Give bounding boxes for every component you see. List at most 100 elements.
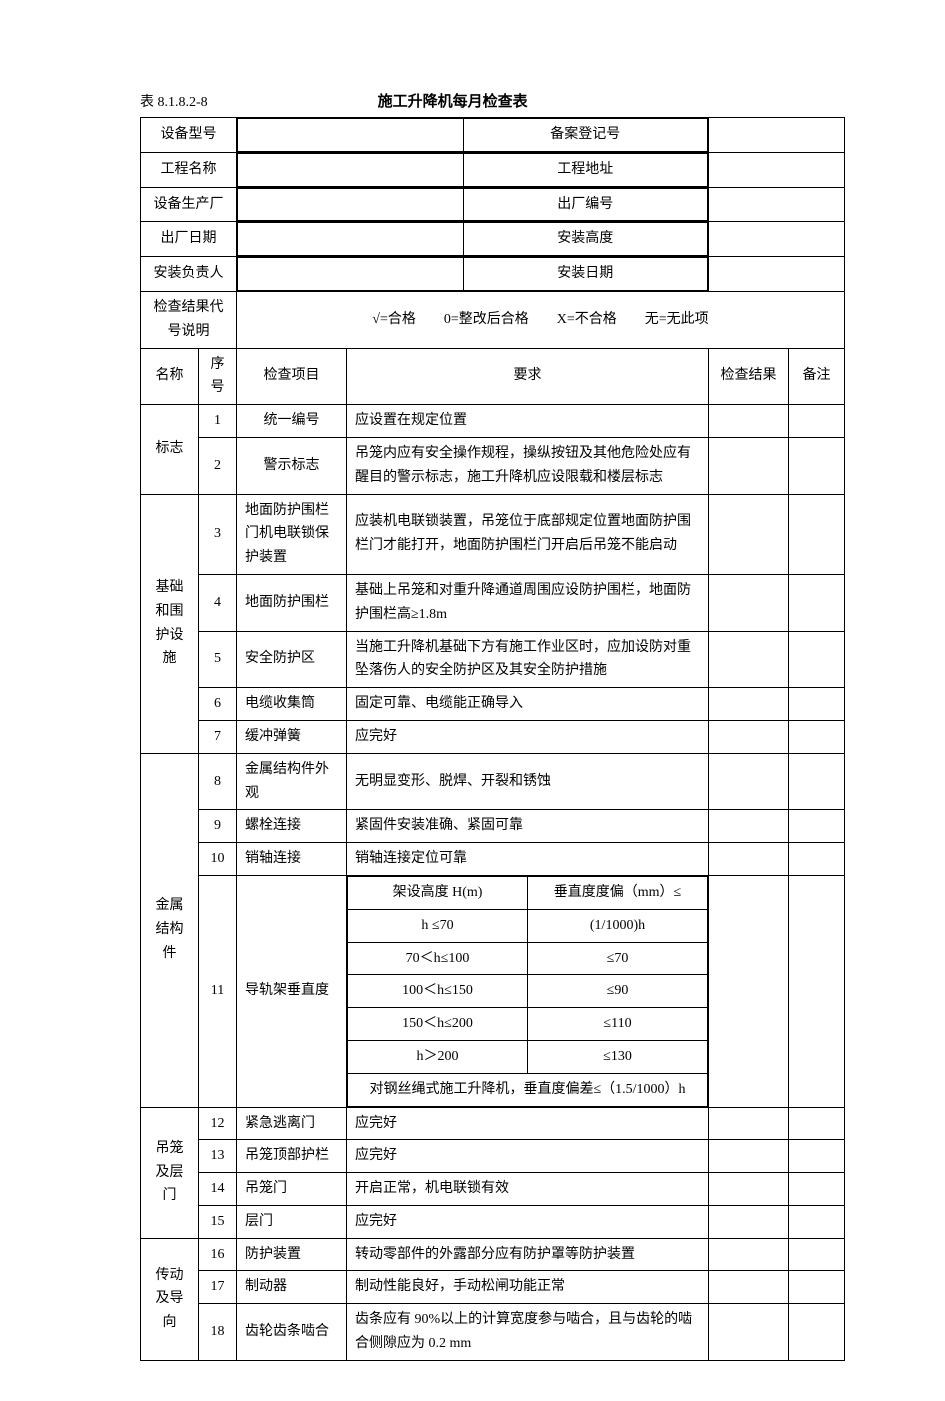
req: 应完好: [347, 1107, 709, 1140]
vert-b: ≤70: [528, 942, 708, 975]
info-value: [238, 188, 464, 221]
item: 齿轮齿条啮合: [237, 1304, 347, 1361]
info-row: 设备生产厂 出厂编号: [141, 187, 845, 222]
col-item-header: 检查项目: [237, 348, 347, 405]
result-cell: [709, 631, 789, 688]
seq: 7: [199, 720, 237, 753]
table-number: 表 8.1.8.2-8: [140, 91, 208, 111]
section-name: 传动及导向: [141, 1238, 199, 1360]
table-row: 4 地面防护围栏 基础上吊笼和对重升降通道周围应设防护围栏，地面防护围栏高≥1.…: [141, 574, 845, 631]
table-row: 传动及导向 16 防护装置 转动零部件的外露部分应有防护罩等防护装置: [141, 1238, 845, 1271]
req: 固定可靠、电缆能正确导入: [347, 688, 709, 721]
result-cell: [709, 875, 789, 1107]
remark-cell: [789, 1271, 845, 1304]
seq: 4: [199, 574, 237, 631]
remark-cell: [789, 688, 845, 721]
info-value: [238, 258, 464, 291]
remark-cell: [789, 843, 845, 876]
info-row: 安装负责人 安装日期: [141, 257, 845, 292]
remark-cell: [789, 405, 845, 438]
table-row: 13 吊笼顶部护栏 应完好: [141, 1140, 845, 1173]
table-row: 6 电缆收集筒 固定可靠、电缆能正确导入: [141, 688, 845, 721]
req: 紧固件安装准确、紧固可靠: [347, 810, 709, 843]
item: 缓冲弹簧: [237, 720, 347, 753]
result-cell: [709, 810, 789, 843]
seq: 18: [199, 1304, 237, 1361]
section-name: 基础和围护设施: [141, 494, 199, 753]
result-cell: [709, 1140, 789, 1173]
seq: 15: [199, 1205, 237, 1238]
inspection-table: 设备型号 备案登记号 工程名称 工程地址 设备生产厂: [140, 117, 845, 1361]
vert-b: (1/1000)h: [528, 909, 708, 942]
remark-cell: [789, 810, 845, 843]
table-row: 5 安全防护区 当施工升降机基础下方有施工作业区时，应加设防对重坠落伤人的安全防…: [141, 631, 845, 688]
result-cell: [709, 1173, 789, 1206]
req: 无明显变形、脱焊、开裂和锈蚀: [347, 753, 709, 810]
vert-a: 70＜h≤100: [348, 942, 528, 975]
info-value: [709, 152, 845, 187]
table-row: 11 导轨架垂直度 架设高度 H(m) 垂直度度偏（mm）≤ h ≤70(1/1…: [141, 875, 845, 1107]
item: 螺栓连接: [237, 810, 347, 843]
req: 应完好: [347, 1140, 709, 1173]
result-cell: [709, 574, 789, 631]
req: 齿条应有 90%以上的计算宽度参与啮合，且与齿轮的啮合侧隙应为 0.2 mm: [347, 1304, 709, 1361]
result-cell: [709, 688, 789, 721]
item: 吊笼顶部护栏: [237, 1140, 347, 1173]
item: 电缆收集筒: [237, 688, 347, 721]
table-row: 14 吊笼门 开启正常，机电联锁有效: [141, 1173, 845, 1206]
req-verticality: 架设高度 H(m) 垂直度度偏（mm）≤ h ≤70(1/1000)h 70＜h…: [347, 875, 709, 1107]
col-seq-header: 序号: [199, 348, 237, 405]
remark-cell: [789, 753, 845, 810]
table-row: 9 螺栓连接 紧固件安装准确、紧固可靠: [141, 810, 845, 843]
info-label: 设备生产厂: [141, 187, 237, 222]
seq: 8: [199, 753, 237, 810]
req: 当施工升降机基础下方有施工作业区时，应加设防对重坠落伤人的安全防护区及其安全防护…: [347, 631, 709, 688]
remark-cell: [789, 574, 845, 631]
vert-b: ≤90: [528, 975, 708, 1008]
table-row: 10 销轴连接 销轴连接定位可靠: [141, 843, 845, 876]
legend-row: 检查结果代号说明 √=合格 0=整改后合格 X=不合格 无=无此项: [141, 291, 845, 348]
info-row: 出厂日期 安装高度: [141, 222, 845, 257]
section-name: 金属结构件: [141, 753, 199, 1107]
result-cell: [709, 753, 789, 810]
info-value: [238, 119, 464, 152]
seq: 5: [199, 631, 237, 688]
result-cell: [709, 1107, 789, 1140]
req: 应完好: [347, 1205, 709, 1238]
remark-cell: [789, 1173, 845, 1206]
result-cell: [709, 843, 789, 876]
info-label: 工程地址: [463, 153, 707, 186]
item: 金属结构件外观: [237, 753, 347, 810]
item: 制动器: [237, 1271, 347, 1304]
remark-cell: [789, 720, 845, 753]
col-req-header: 要求: [347, 348, 709, 405]
seq: 13: [199, 1140, 237, 1173]
header-line: 表 8.1.8.2-8 施工升降机每月检查表: [140, 90, 845, 111]
result-cell: [709, 1304, 789, 1361]
seq: 10: [199, 843, 237, 876]
remark-cell: [789, 494, 845, 574]
verticality-table: 架设高度 H(m) 垂直度度偏（mm）≤ h ≤70(1/1000)h 70＜h…: [347, 876, 708, 1107]
vert-a: 150＜h≤200: [348, 1008, 528, 1041]
seq: 16: [199, 1238, 237, 1271]
result-cell: [709, 1205, 789, 1238]
item: 层门: [237, 1205, 347, 1238]
req: 制动性能良好，手动松闸功能正常: [347, 1271, 709, 1304]
info-value: [238, 223, 464, 256]
vert-h1: 架设高度 H(m): [348, 876, 528, 909]
info-label: 安装负责人: [141, 257, 237, 292]
table-row: 基础和围护设施 3 地面防护围栏门机电联锁保护装置 应装机电联锁装置，吊笼位于底…: [141, 494, 845, 574]
info-row: 工程名称 工程地址: [141, 152, 845, 187]
remark-cell: [789, 1205, 845, 1238]
item: 销轴连接: [237, 843, 347, 876]
table-row: 2 警示标志 吊笼内应有安全操作规程，操纵按钮及其他危险处应有醒目的警示标志，施…: [141, 437, 845, 494]
table-row: 17 制动器 制动性能良好，手动松闸功能正常: [141, 1271, 845, 1304]
info-label: 安装日期: [463, 258, 707, 291]
result-cell: [709, 1238, 789, 1271]
item: 紧急逃离门: [237, 1107, 347, 1140]
table-row: 7 缓冲弹簧 应完好: [141, 720, 845, 753]
req: 吊笼内应有安全操作规程，操纵按钮及其他危险处应有醒目的警示标志，施工升降机应设限…: [347, 437, 709, 494]
seq: 17: [199, 1271, 237, 1304]
info-value: [709, 222, 845, 257]
remark-cell: [789, 437, 845, 494]
